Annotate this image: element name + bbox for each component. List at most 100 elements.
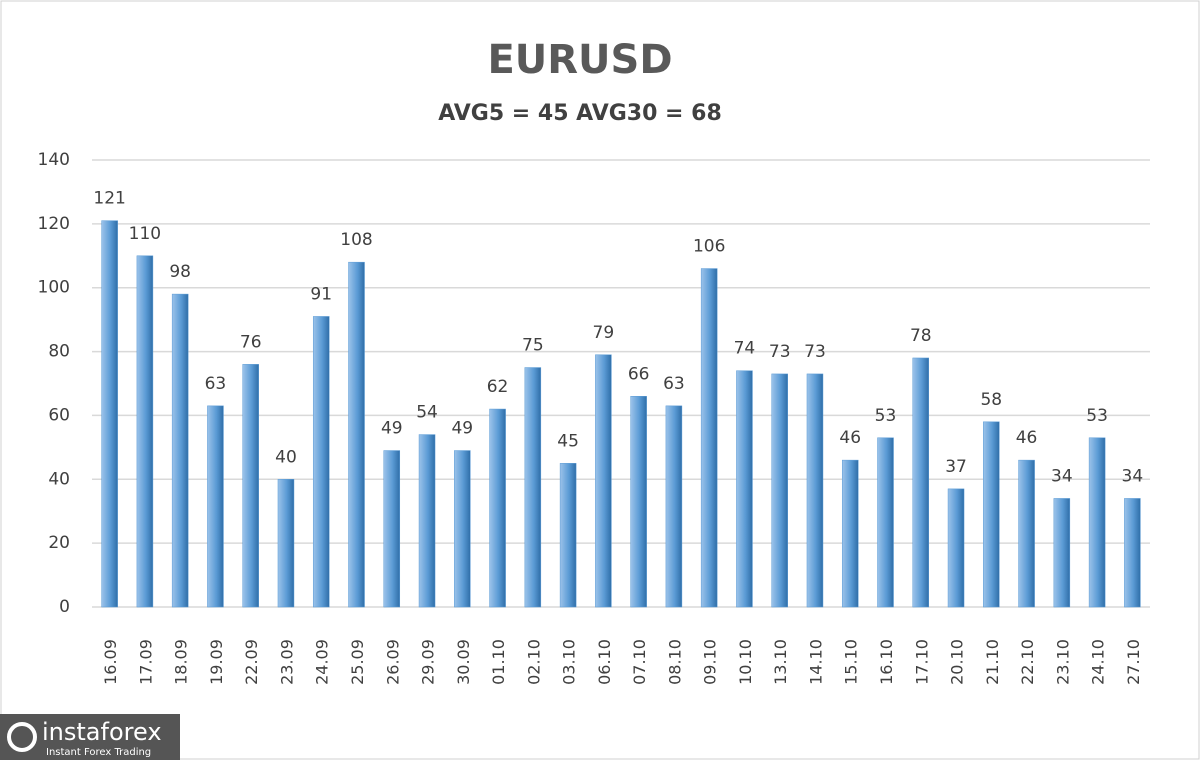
bar: [841, 459, 859, 608]
data-label: 53: [875, 406, 897, 426]
x-tick-label: 19.09: [207, 639, 226, 685]
x-tick-label: 07.10: [630, 639, 649, 685]
bar: [277, 479, 295, 608]
bar: [1088, 437, 1106, 608]
data-label: 63: [205, 374, 227, 394]
bar: [630, 396, 647, 608]
x-tick-label: 16.09: [101, 639, 120, 685]
x-tick-label: 03.10: [560, 639, 579, 685]
y-tick-label: 140: [38, 150, 70, 170]
y-tick-label: 40: [48, 469, 70, 489]
data-label: 40: [275, 447, 297, 467]
bar: [912, 357, 930, 608]
y-tick-label: 80: [48, 342, 70, 362]
x-tick-label: 30.09: [454, 639, 473, 685]
data-label: 49: [451, 419, 473, 439]
x-tick-label: 15.10: [842, 639, 861, 685]
data-label: 45: [557, 431, 579, 451]
data-label: 73: [804, 342, 826, 362]
bar: [1124, 498, 1141, 608]
x-tick-label: 24.09: [313, 639, 332, 685]
bar: [418, 434, 436, 608]
bar: [1018, 459, 1035, 608]
x-tick-label: 29.09: [419, 639, 438, 685]
data-label: 121: [93, 189, 125, 209]
x-tick-label: 01.10: [489, 639, 508, 685]
data-label: 34: [1051, 466, 1073, 486]
data-label: 34: [1122, 466, 1144, 486]
data-label: 63: [663, 374, 685, 394]
x-tick-label: 27.10: [1124, 639, 1143, 685]
x-tick-label: 08.10: [665, 639, 684, 685]
y-tick-label: 120: [38, 214, 70, 234]
bar: [489, 408, 506, 608]
bar: [983, 421, 1000, 608]
y-tick-label: 100: [38, 278, 70, 298]
data-label: 110: [129, 224, 161, 244]
data-label: 58: [980, 390, 1002, 410]
bar: [559, 463, 577, 608]
x-tick-label: 22.10: [1018, 639, 1037, 685]
bar: [771, 373, 788, 608]
x-tick-label: 06.10: [595, 639, 614, 685]
data-label: 73: [769, 342, 791, 362]
x-tick-label: 09.10: [701, 639, 720, 685]
x-tick-label: 21.10: [983, 639, 1002, 685]
watermark-brand: instaforex: [42, 718, 162, 746]
data-label: 62: [487, 377, 509, 397]
data-label: 66: [628, 364, 650, 384]
x-tick-label: 17.09: [136, 639, 155, 685]
bar: [877, 437, 894, 608]
bar: [524, 367, 542, 608]
data-label: 108: [340, 230, 372, 250]
chart-title: EURUSD: [487, 37, 672, 83]
bar: [947, 488, 965, 608]
data-label: 37: [945, 457, 967, 477]
bar: [171, 293, 189, 608]
bar: [700, 268, 718, 608]
y-tick-label: 60: [48, 405, 70, 425]
bar: [383, 450, 401, 608]
x-tick-label: 24.10: [1089, 639, 1108, 685]
data-label: 49: [381, 419, 403, 439]
bar: [595, 354, 612, 608]
data-label: 76: [240, 332, 262, 352]
x-tick-label: 16.10: [877, 639, 896, 685]
x-tick-label: 14.10: [806, 639, 825, 685]
bar: [665, 405, 683, 608]
y-tick-label: 0: [59, 597, 70, 617]
x-tick-label: 20.10: [948, 639, 967, 685]
bar: [454, 450, 471, 608]
bar: [242, 364, 259, 608]
data-label: 54: [416, 403, 438, 423]
data-label: 46: [839, 428, 861, 448]
x-tick-label: 23.10: [1053, 639, 1072, 685]
data-label: 98: [169, 262, 191, 282]
y-tick-label: 20: [48, 533, 70, 553]
x-tick-label: 26.09: [383, 639, 402, 685]
x-tick-label: 02.10: [524, 639, 543, 685]
watermark-logo: [7, 722, 37, 752]
bar: [736, 370, 753, 608]
bar: [207, 405, 224, 608]
bar: [312, 316, 330, 608]
data-label: 79: [593, 323, 615, 343]
bar: [1053, 498, 1071, 608]
data-label: 78: [910, 326, 932, 346]
bar: [101, 220, 118, 608]
data-label: 106: [693, 237, 725, 257]
x-tick-label: 18.09: [172, 639, 191, 685]
bar: [348, 261, 365, 608]
data-label: 91: [310, 284, 332, 304]
x-tick-label: 23.09: [277, 639, 296, 685]
data-label: 75: [522, 336, 544, 356]
x-tick-label: 13.10: [771, 639, 790, 685]
x-tick-label: 17.10: [912, 639, 931, 685]
chart-subtitle: AVG5 = 45 AVG30 = 68: [438, 101, 722, 126]
x-tick-label: 22.09: [242, 639, 261, 685]
watermark: instaforex Instant Forex Trading: [0, 714, 180, 760]
x-tick-label: 25.09: [348, 639, 367, 685]
watermark-box: [0, 714, 180, 760]
watermark-tagline: Instant Forex Trading: [46, 747, 151, 758]
